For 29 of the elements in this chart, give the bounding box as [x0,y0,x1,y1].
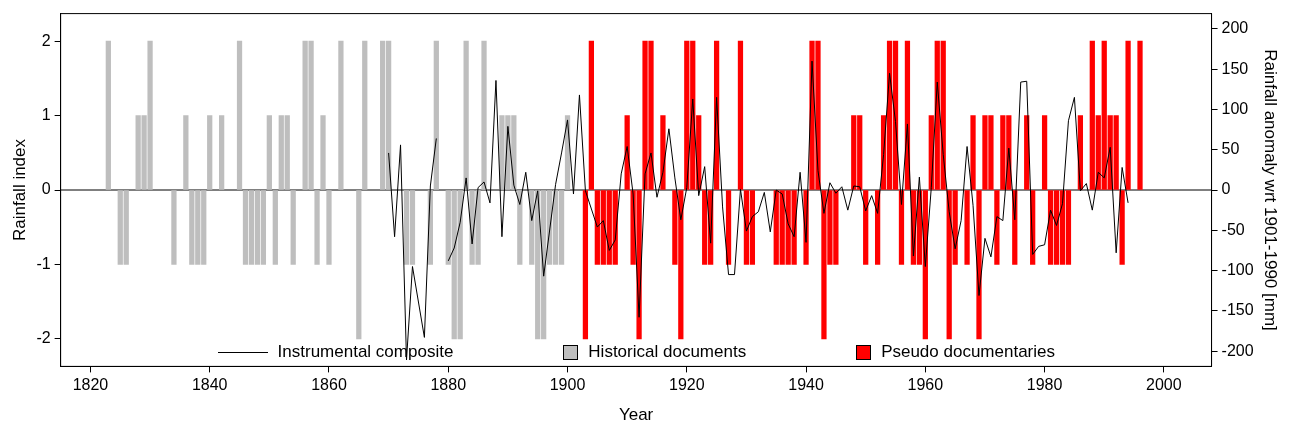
y2-tick-label: 200 [1221,19,1249,37]
y2-tick-label: -150 [1221,301,1254,319]
y-axis-title: Rainfall index [9,138,29,242]
y-tick-label: 0 [41,180,51,198]
x-tick-label: 1940 [788,376,824,394]
y2-tick-label: -100 [1221,260,1254,278]
x-axis-title: Year [618,405,654,425]
y2-tick-label: 0 [1221,180,1231,198]
legend-label: Historical documents [588,342,747,363]
y2-tick-label: -200 [1221,341,1254,359]
x-tick-label: 1920 [668,376,705,394]
x-tick-label: 2000 [1146,376,1182,394]
y-tick-label: 2 [41,31,51,49]
x-tick-label: 1820 [72,376,109,394]
y-tick-label: 1 [41,105,51,123]
y2-tick-label: 100 [1221,99,1249,117]
x-tick-label: 1860 [311,376,347,394]
y-tick-label: -1 [36,254,51,272]
y2-axis-title: Rainfall anomaly wrt 1901-1990 [mm] [1261,49,1281,331]
x-tick-label: 1840 [191,376,228,394]
x-tick-label: 1880 [430,376,467,394]
x-tick-label: 1960 [907,376,944,394]
y2-tick-label: -50 [1221,220,1245,238]
legend-label: Pseudo documentaries [881,342,1056,363]
x-tick-label: 1980 [1026,376,1063,394]
y2-tick-label: 150 [1221,59,1249,77]
x-tick-label: 1900 [549,376,586,394]
y-tick-label: -2 [36,329,51,347]
y2-tick-label: 50 [1221,140,1240,158]
